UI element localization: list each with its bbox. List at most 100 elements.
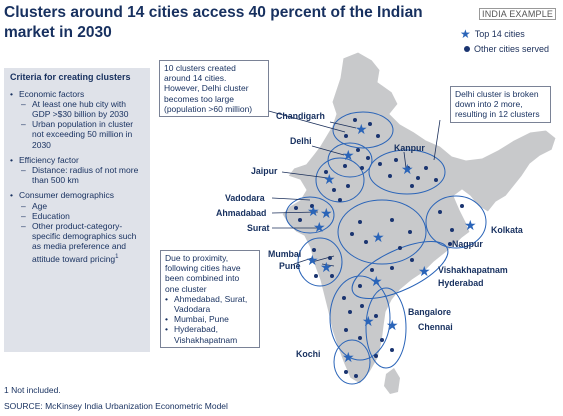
city-label-kanpur: Kanpur (394, 143, 425, 153)
city-dot (394, 158, 398, 162)
city-star-kanpur: ★ (401, 161, 414, 177)
city-dot (398, 246, 402, 250)
footnote: 1 Not included. (4, 385, 61, 395)
city-dot (368, 122, 372, 126)
city-dot (342, 296, 346, 300)
leader-line (281, 171, 329, 179)
city-label-nagpur: Nagpur (452, 239, 483, 249)
city-dot (344, 370, 348, 374)
cluster-ring-nagpur (337, 199, 427, 265)
city-label-delhi: Delhi (290, 136, 312, 146)
city-dot (410, 184, 414, 188)
city-label-kolkata: Kolkata (491, 225, 523, 235)
callout-text: 10 clusters created around 14 cities. Ho… (164, 63, 253, 114)
city-dot (344, 134, 348, 138)
proximity-item: Mumbai, Pune (165, 314, 255, 324)
city-star-chennai: ★ (386, 317, 399, 333)
city-dot (324, 170, 328, 174)
city-star-delhi: ★ (342, 147, 355, 163)
proximity-item: Ahmedabad, Surat, Vadodara (165, 294, 255, 314)
leader-line (321, 263, 335, 267)
city-dot (406, 166, 410, 170)
city-star-vadodara: ★ (320, 205, 333, 221)
city-dot (380, 338, 384, 342)
callout-proximity: Due to proximity, following cities have … (160, 250, 260, 348)
city-label-chennai: Chennai (418, 322, 453, 332)
city-star-mumbai: ★ (306, 252, 319, 268)
city-dot (344, 328, 348, 332)
leader-lines (264, 109, 441, 267)
city-star-vishakhapatnam: ★ (418, 263, 431, 279)
cluster-rings (285, 111, 487, 385)
city-dot (330, 274, 334, 278)
example-tag: INDIA EXAMPLE (479, 8, 557, 20)
legend-top14-label: Top 14 cities (474, 28, 525, 39)
leader-line (271, 211, 319, 214)
star-icon: ★ (460, 26, 471, 41)
city-dot (360, 304, 364, 308)
city-label-jaipur: Jaipur (251, 166, 278, 176)
callout-text: Due to proximity, following cities have … (165, 253, 241, 294)
cluster-ring-hyderabad (351, 241, 449, 299)
city-dot (448, 242, 452, 246)
city-dot (358, 336, 362, 340)
cluster-ring-ahmadabad (285, 196, 335, 234)
city-dot (434, 178, 438, 182)
other-cities (294, 118, 464, 378)
criteria-demographics: Consumer demographics Age Education Othe… (10, 190, 144, 263)
cluster-ring-chennai (365, 287, 407, 369)
leader-line (311, 145, 345, 156)
source: SOURCE: McKinsey India Urbanization Econ… (4, 401, 228, 411)
city-dot (460, 204, 464, 208)
leader-line (311, 255, 335, 263)
city-dot (310, 204, 314, 208)
city-dot (424, 166, 428, 170)
city-dot (438, 210, 442, 214)
city-dot (350, 232, 354, 236)
city-label-vishakhapatnam: Vishakhapatnam (438, 265, 508, 275)
city-label-mumbai: Mumbai (268, 249, 302, 259)
criteria-item: Education (10, 211, 144, 221)
city-dot (294, 206, 298, 210)
top-cities: ★ ★ ★ ★ ★ ★ ★ ★ ★ ★ ★ ★ ★ ★ ★ ★ (306, 121, 477, 365)
leader-line (433, 119, 441, 161)
city-dot (390, 266, 394, 270)
footnote-mark: 1 (115, 253, 119, 260)
callout-delhi-split: Delhi cluster is broken down into 2 more… (450, 86, 551, 123)
callout-text: Delhi cluster is broken down into 2 more… (455, 89, 540, 120)
city-dot (374, 314, 378, 318)
criteria-economic: Economic factors At least one hub city w… (10, 89, 144, 150)
criteria-heading: Criteria for creating clusters (10, 72, 131, 82)
legend-top14: ★ Top 14 cities (460, 26, 549, 41)
cluster-ring-bangalore (329, 275, 391, 361)
city-label-hyderabad: Hyderabad (438, 278, 484, 288)
city-star-jaipur: ★ (323, 171, 336, 187)
city-dot (338, 198, 342, 202)
sri-lanka-landmass (384, 368, 400, 394)
dot-icon (464, 45, 470, 52)
city-star-surat: ★ (313, 219, 326, 235)
city-dot (332, 188, 336, 192)
legend-others: Other cities served (460, 41, 549, 56)
cluster-ring-chandigarh (332, 111, 394, 149)
cluster-ring-delhi (327, 142, 373, 178)
city-label-ahmadabad: Ahmadabad (216, 208, 267, 218)
city-dot (366, 156, 370, 160)
city-dot (348, 310, 352, 314)
city-label-surat: Surat (247, 223, 270, 233)
city-dot (374, 354, 378, 358)
leader-line (264, 109, 346, 133)
city-dot (390, 218, 394, 222)
criteria-section-label: Consumer demographics (10, 190, 144, 200)
legend-others-label: Other cities served (474, 43, 550, 54)
city-dot (353, 118, 357, 122)
criteria-section-label: Economic factors (10, 89, 144, 99)
city-dot (408, 230, 412, 234)
city-dot (346, 184, 350, 188)
city-dot (358, 220, 362, 224)
leader-line (271, 197, 311, 201)
city-label-vadodara: Vadodara (225, 193, 265, 203)
city-dot (390, 348, 394, 352)
city-dot (410, 258, 414, 262)
